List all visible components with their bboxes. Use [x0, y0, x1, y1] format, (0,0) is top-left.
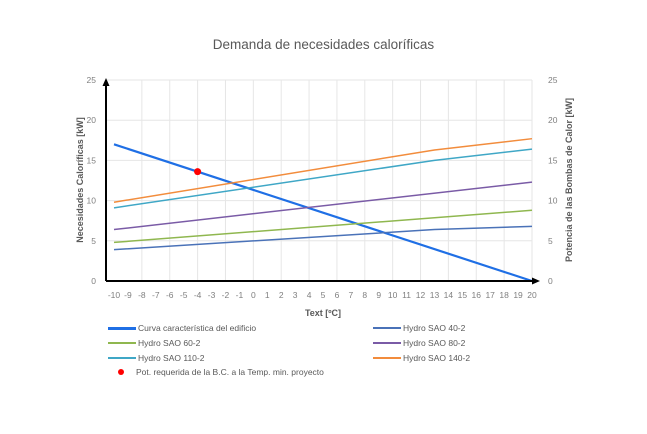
legend-label: Hydro SAO 80-2: [403, 338, 466, 348]
y-tick-label: 25: [87, 75, 97, 85]
legend-line-icon: [373, 342, 401, 344]
legend-label: Hydro SAO 60-2: [138, 338, 201, 348]
x-tick-label: -2: [222, 290, 230, 300]
x-tick-label: 12: [416, 290, 426, 300]
x-tick-label: 11: [402, 290, 411, 300]
x-tick-label: -3: [208, 290, 216, 300]
x-tick-label: -5: [180, 290, 188, 300]
x-tick-label: -9: [124, 290, 132, 300]
legend-item: Pot. requerida de la B.C. a la Temp. min…: [108, 367, 324, 377]
gridlines: [106, 79, 533, 281]
legend-item: Curva característica del edificio: [108, 323, 256, 333]
series-line: [113, 209, 533, 244]
x-tick-label: 3: [293, 290, 298, 300]
y-axis-label: Necesidades Caloríficas [kW]: [75, 117, 85, 243]
legend-label: Hydro SAO 140-2: [403, 353, 471, 363]
y2-tick-label: 10: [548, 196, 558, 206]
x-tick-label: 4: [307, 290, 312, 300]
y2-tick-label: 20: [548, 115, 558, 125]
y2-tick-label: 0: [548, 276, 553, 286]
y2-axis-label: Potencia de las Bombas de Calor [kW]: [564, 98, 574, 262]
x-tick-label: 8: [362, 290, 367, 300]
y2-tick-label: 25: [548, 75, 558, 85]
y2-tick-label: 5: [548, 236, 553, 246]
legend-line-icon: [108, 326, 136, 330]
x-tick-label: 14: [444, 290, 454, 300]
series-line: [113, 143, 533, 283]
x-tick-label: 6: [335, 290, 340, 300]
legend-label: Hydro SAO 40-2: [403, 323, 466, 333]
x-tick-label: 2: [279, 290, 284, 300]
y-tick-label: 10: [87, 196, 97, 206]
x-tick-label: -10: [108, 290, 121, 300]
x-tick-label: 1: [265, 290, 270, 300]
x-tick-label: -8: [138, 290, 146, 300]
legend-item: Hydro SAO 110-2: [108, 353, 204, 363]
x-tick-label: 18: [499, 290, 509, 300]
required-power-marker: [194, 168, 202, 176]
legend-item: Hydro SAO 60-2: [108, 338, 200, 348]
x-axis-label: Text [ºC]: [305, 308, 341, 318]
legend-line-icon: [108, 342, 136, 344]
legend-line-icon: [373, 357, 401, 359]
axes: [102, 78, 540, 285]
x-tick-label: 19: [513, 290, 523, 300]
legend-dot-icon: [118, 369, 124, 375]
x-tick-label: 16: [472, 290, 482, 300]
y-tick-label: 15: [87, 155, 97, 165]
legend-label: Hydro SAO 110-2: [138, 353, 205, 363]
y2-tick-label: 15: [548, 155, 558, 165]
series-line: [113, 148, 533, 209]
x-tick-label: -6: [166, 290, 174, 300]
x-tick-label: -4: [194, 290, 202, 300]
x-tick-label: 13: [430, 290, 440, 300]
y-tick-label: 20: [87, 115, 97, 125]
y-tick-label: 5: [91, 236, 96, 246]
legend-label: Curva característica del edificio: [138, 323, 257, 333]
x-tick-label: 7: [348, 290, 353, 300]
legend-label: Pot. requerida de la B.C. a la Temp. min…: [136, 367, 324, 377]
chart-title: Demanda de necesidades caloríficas: [212, 37, 435, 52]
series-line: [113, 181, 533, 231]
x-axis-arrow-icon: [532, 277, 540, 285]
legend-line-icon: [373, 327, 401, 329]
x-tick-label: 5: [321, 290, 326, 300]
x-tick-label: -7: [152, 290, 160, 300]
legend-item: Hydro SAO 140-2: [373, 353, 470, 363]
y-tick-label: 0: [91, 276, 96, 286]
x-tick-label: 20: [527, 290, 537, 300]
x-tick-label: -1: [236, 290, 244, 300]
series-line: [113, 225, 533, 251]
legend-item: Hydro SAO 80-2: [373, 338, 465, 348]
data-series: [113, 137, 533, 283]
legend-item: Hydro SAO 40-2: [373, 323, 465, 333]
x-tick-label: 17: [485, 290, 495, 300]
legend-line-icon: [108, 357, 136, 359]
x-tick-label: 9: [376, 290, 381, 300]
x-tick-label: 0: [251, 290, 256, 300]
x-tick-label: 15: [458, 290, 468, 300]
y-axis-arrow-icon: [102, 78, 110, 86]
x-tick-label: 10: [388, 290, 398, 300]
series-line: [113, 137, 533, 203]
